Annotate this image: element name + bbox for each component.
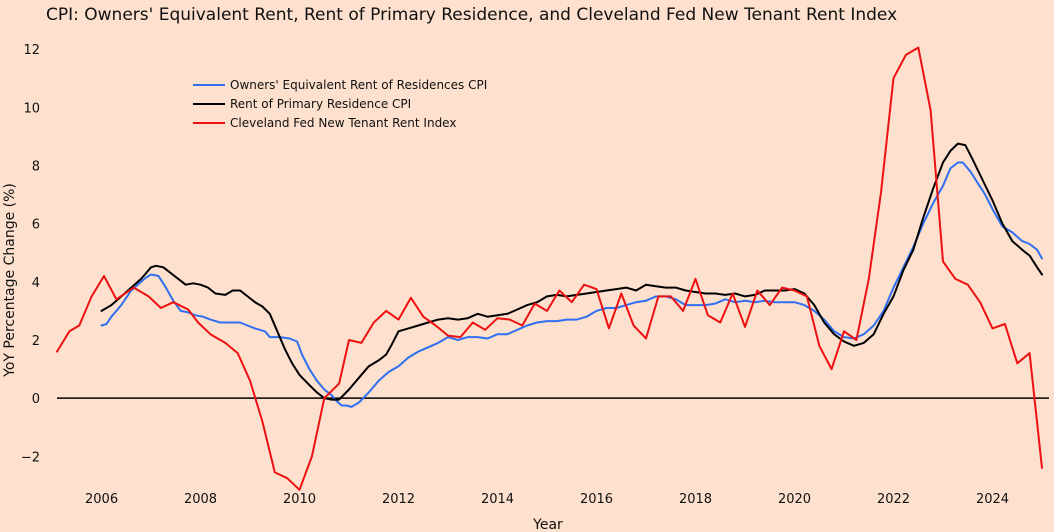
y-tick-label: 10 [23,101,40,116]
y-axis-ticks: −2 0 2 4 6 8 10 12 [21,43,40,465]
legend-label: Rent of Primary Residence CPI [230,97,411,111]
series-line-2 [100,142,1043,401]
y-tick-label: 8 [32,159,40,174]
x-tick-label: 2010 [283,492,316,507]
legend-label: Owners' Equivalent Rent of Residences CP… [230,78,487,92]
y-tick-label: −2 [21,450,40,465]
legend-label: Cleveland Fed New Tenant Rent Index [230,116,456,130]
x-axis-title: Year [532,517,563,532]
series-line-3 [56,46,1043,491]
y-tick-label: 12 [23,43,40,58]
x-tick-label: 2020 [778,492,811,507]
plot-lines [56,46,1043,491]
y-tick-label: 6 [32,218,40,233]
series-line-1 [100,161,1043,408]
x-tick-label: 2008 [184,492,217,507]
x-tick-label: 2022 [877,492,910,507]
x-tick-label: 2012 [382,492,415,507]
y-tick-label: 4 [32,276,40,291]
x-tick-label: 2016 [580,492,613,507]
x-tick-label: 2024 [976,492,1009,507]
x-tick-label: 2006 [85,492,118,507]
y-tick-label: 2 [32,334,40,349]
y-axis-title: YoY Percentage Change (%) [2,183,18,378]
legend: Owners' Equivalent Rent of Residences CP… [193,78,487,130]
x-tick-label: 2018 [679,492,712,507]
y-tick-label: 0 [32,392,40,407]
x-axis-ticks: 2006 2008 2010 2012 2014 2016 2018 2020 2022 2024 [85,492,1009,507]
chart-title: CPI: Owners' Equivalent Rent, Rent of Pr… [46,5,897,25]
x-tick-label: 2014 [481,492,514,507]
